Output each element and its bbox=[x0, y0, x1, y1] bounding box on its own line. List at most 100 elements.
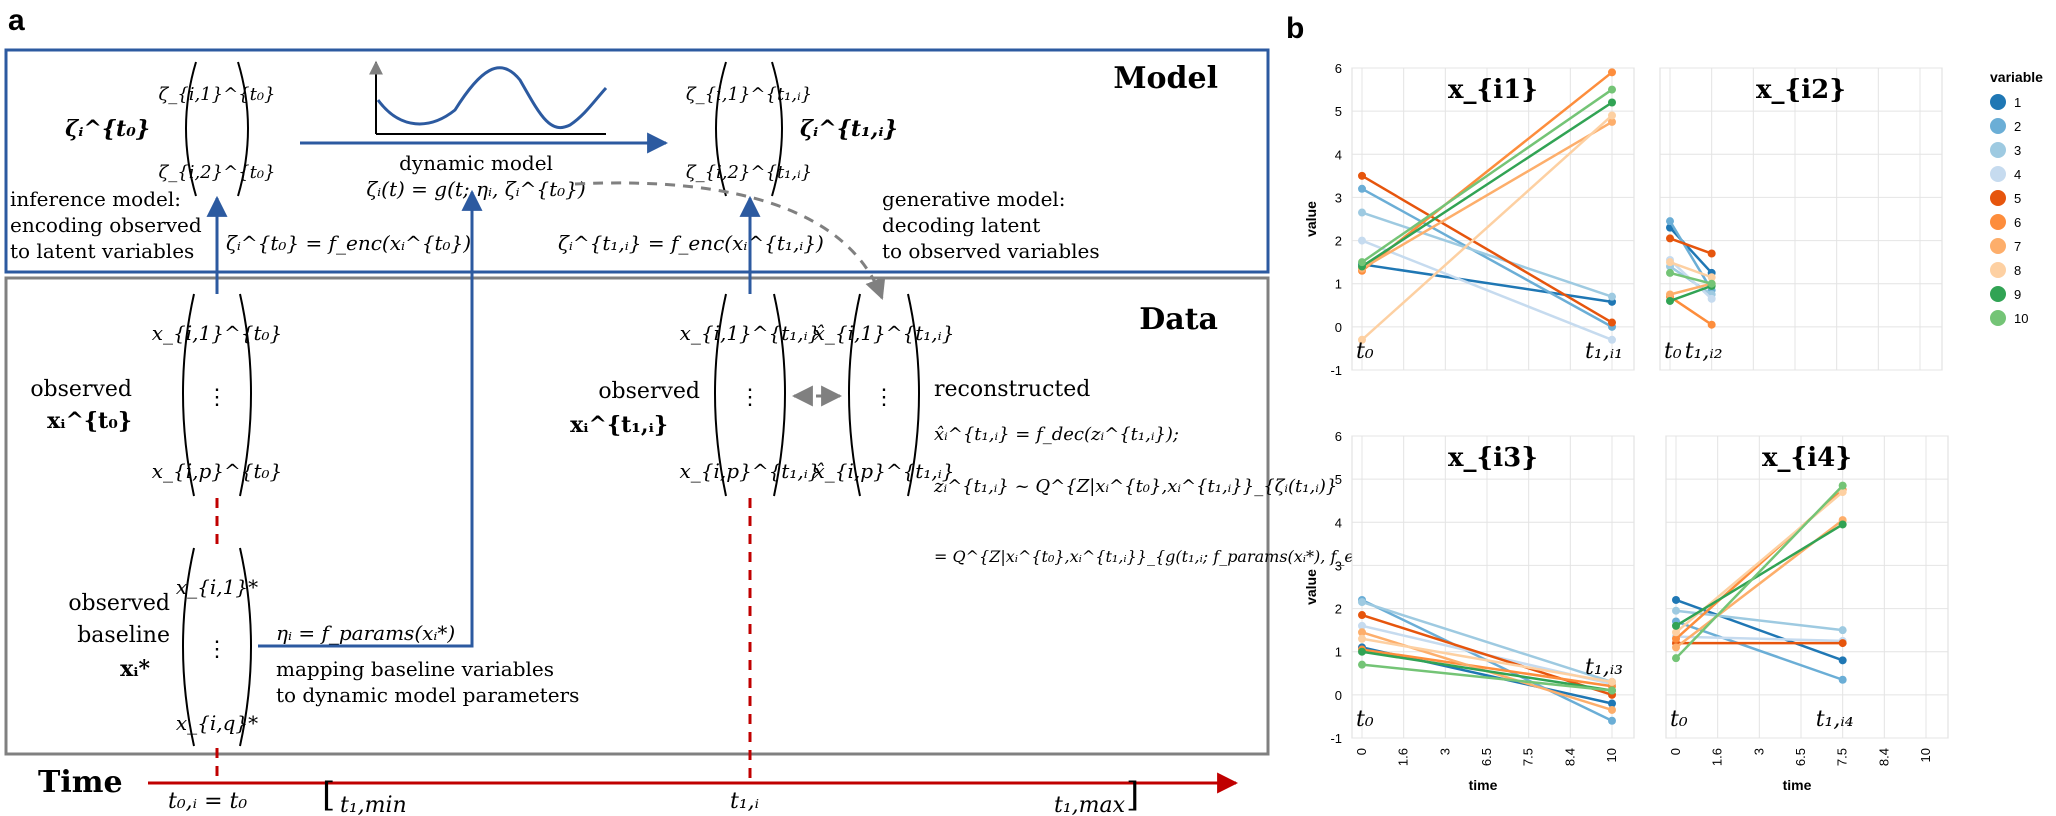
x-t0-bracket-left bbox=[182, 293, 195, 497]
series-line-10 bbox=[1675, 484, 1844, 660]
legend-label-3: 3 bbox=[2014, 143, 2021, 158]
data-point-3 bbox=[1672, 606, 1680, 615]
data-point-4 bbox=[1608, 335, 1616, 344]
y-tick-label: 1 bbox=[1335, 277, 1342, 292]
data-point-6 bbox=[1672, 634, 1680, 643]
series-line-4 bbox=[1361, 239, 1613, 341]
x-tick-label: 7.5 bbox=[1835, 748, 1850, 766]
x-t1-ellipsis: ⋮ bbox=[739, 385, 761, 410]
x-tick-label: 0 bbox=[1354, 748, 1369, 755]
y-tick-label: 2 bbox=[1335, 234, 1342, 249]
start-time-label: t₀ bbox=[1664, 339, 1682, 364]
series-line-2 bbox=[1361, 187, 1613, 328]
data-point-9 bbox=[1838, 520, 1847, 529]
series-line-1 bbox=[1361, 263, 1613, 304]
data-point-10 bbox=[1358, 660, 1366, 669]
y-axis-label: value bbox=[1303, 201, 1319, 237]
baseline-bracket-right bbox=[239, 547, 252, 747]
data-point-6 bbox=[1608, 68, 1616, 77]
legend-label-1: 1 bbox=[2014, 95, 2021, 110]
data-title: Data bbox=[1139, 302, 1218, 337]
chart-4: 0 1.6 3 6.5 7.5 8.4 10 time x_{i4} t₀ t₁,ᵢ₄ bbox=[1665, 435, 1949, 793]
legend-swatch-4 bbox=[1990, 166, 2006, 182]
chart-plot-area bbox=[1351, 435, 1635, 739]
series-line-4 bbox=[1675, 635, 1843, 643]
data-point-8 bbox=[1358, 634, 1366, 643]
observed-t1-symbol: xᵢ^{t₁,ᵢ} bbox=[570, 412, 668, 438]
dynamic-model-curve bbox=[376, 66, 608, 130]
data-point-5 bbox=[1358, 611, 1366, 620]
series-line-8 bbox=[1361, 637, 1613, 684]
data-point-3 bbox=[1608, 292, 1616, 301]
data-point-4 bbox=[1707, 294, 1716, 303]
params-arrow bbox=[258, 189, 483, 648]
end-time-label: t₁,ᵢ₁ bbox=[1585, 339, 1623, 364]
data-point-4 bbox=[1358, 621, 1366, 630]
data-point-9 bbox=[1672, 621, 1680, 630]
chart-1: -1 0 1 2 3 4 5 6 value x_{i1} t₀ t₁,ᵢ₁ bbox=[1303, 61, 1635, 378]
chart-title: x_{i4} bbox=[1762, 443, 1852, 473]
xhat-component-1: x̂_{i,1}^{t₁,ᵢ} bbox=[814, 321, 955, 345]
data-point-5 bbox=[1838, 639, 1847, 648]
legend-swatch-6 bbox=[1990, 214, 2006, 230]
series-line-2 bbox=[1668, 220, 1713, 291]
chart-plot-area bbox=[1665, 435, 1949, 739]
x-tick-label: 7.5 bbox=[1521, 748, 1536, 766]
x-tick-label: 8.4 bbox=[1876, 748, 1891, 766]
legend-swatch-1 bbox=[1990, 94, 2006, 110]
x-tick-label: 1.6 bbox=[1396, 748, 1411, 766]
y-tick-label: 0 bbox=[1335, 688, 1342, 703]
y-axis-label: value bbox=[1303, 569, 1319, 605]
data-point-1 bbox=[1672, 595, 1680, 604]
data-point-1 bbox=[1608, 699, 1616, 708]
data-point-5 bbox=[1707, 249, 1716, 258]
legend-label-9: 9 bbox=[2014, 287, 2021, 302]
model-title: Model bbox=[1113, 61, 1218, 96]
y-tick-label: 4 bbox=[1335, 147, 1342, 162]
zeta-t1-bracket-right bbox=[771, 61, 783, 197]
series-line-10 bbox=[1361, 663, 1613, 692]
baseline-text-1: observed bbox=[68, 591, 170, 616]
data-point-9 bbox=[1358, 647, 1366, 656]
x-t0-bracket-right bbox=[239, 293, 252, 497]
time-label-t1max: t₁,max bbox=[1054, 793, 1126, 816]
legend-label-10: 10 bbox=[2014, 311, 2028, 326]
series-line-5 bbox=[1361, 174, 1613, 324]
inference-text-1: inference model: bbox=[10, 187, 181, 211]
encoder-t1-equation: ζᵢ^{t₁,ᵢ} = f_enc(xᵢ^{t₁,ᵢ}) bbox=[558, 231, 824, 255]
data-point-8 bbox=[1707, 273, 1716, 282]
x-t1-bracket-left bbox=[714, 293, 727, 497]
y-tick-label: 5 bbox=[1335, 472, 1342, 487]
dynamic-model-equation: ζᵢ(t) = g(t; ηᵢ, ζᵢ^{t₀}) bbox=[366, 177, 585, 201]
chart-3: -1 0 1 2 3 4 5 6 value 0 1.6 3 6.5 7.5 8.4 10 time x_{i3}… bbox=[1303, 429, 1635, 793]
data-point-10 bbox=[1358, 258, 1366, 267]
data-point-5 bbox=[1358, 171, 1366, 180]
zeta-t0-component-1: ζ_{i,1}^{t₀} bbox=[158, 84, 275, 105]
encoder-t0-equation: ζᵢ^{t₀} = f_enc(xᵢ^{t₀}) bbox=[226, 231, 471, 255]
data-point-5 bbox=[1666, 234, 1674, 243]
x-tick-label: 3 bbox=[1751, 748, 1766, 755]
series-line-10 bbox=[1361, 88, 1613, 264]
series-line-9 bbox=[1669, 284, 1713, 303]
x-t1-component-p: x_{i,p}^{t₁,ᵢ} bbox=[680, 459, 821, 483]
series-line-9 bbox=[1361, 650, 1613, 692]
time-title: Time bbox=[38, 765, 123, 800]
legend-swatch-10 bbox=[1990, 310, 2006, 326]
x-t0-component-p: x_{i,p}^{t₀} bbox=[152, 459, 283, 483]
y-tick-label: 1 bbox=[1335, 645, 1342, 660]
data-point-8 bbox=[1608, 111, 1616, 120]
data-point-10 bbox=[1608, 85, 1616, 94]
baseline-symbol: xᵢ* bbox=[120, 656, 150, 682]
observed-t1-text: observed bbox=[598, 379, 700, 404]
legend-label-4: 4 bbox=[2014, 167, 2021, 182]
data-point-8 bbox=[1666, 258, 1674, 267]
legend-swatch-7 bbox=[1990, 238, 2006, 254]
series-line-6 bbox=[1361, 648, 1613, 688]
legend-swatch-8 bbox=[1990, 262, 2006, 278]
observed-t0-symbol: xᵢ^{t₀} bbox=[47, 408, 132, 434]
zeta-t1-component-2: ζ_{i,2}^{t₁,ᵢ} bbox=[686, 162, 812, 183]
data-point-10 bbox=[1707, 279, 1716, 288]
y-tick-label: 4 bbox=[1335, 515, 1342, 530]
data-point-7 bbox=[1608, 117, 1616, 126]
data-point-4 bbox=[1358, 236, 1366, 245]
